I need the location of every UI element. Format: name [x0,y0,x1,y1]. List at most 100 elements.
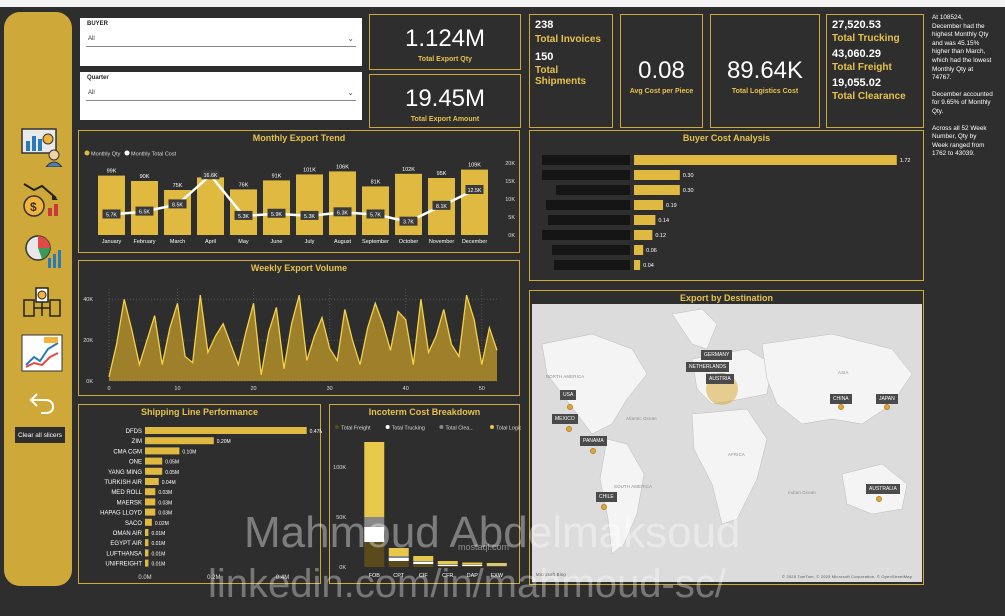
bar-label: 0.47M [310,429,322,435]
buyer-slicer[interactable]: BUYER All ⌄ [80,18,362,66]
map-dot-china[interactable] [838,404,844,410]
map-dot-australia[interactable] [876,496,882,502]
incoterm-segment [364,442,385,517]
invoices-label: Total Invoices [535,34,601,45]
shipping-line-chart: DFDS 0.47M ZIM 0.20M CMA CGM 0.10M ONE 0.05M YAN… [100,427,322,581]
incoterm-segment [388,548,409,556]
incoterm-tick: CFR [442,573,453,579]
legend-label: Total Trucking [392,425,425,431]
buyer-dropdown[interactable]: All ⌄ [86,34,356,47]
map-dot-mexico[interactable] [566,426,572,432]
line-chart-icon[interactable] [19,330,65,376]
shipping-bar [145,447,180,455]
map-dot-panama[interactable] [590,448,596,454]
incoterm-segment [486,565,507,566]
shipping-line-label: ZIM [132,439,142,445]
map-dot-usa[interactable] [567,404,573,410]
shipping-bar [145,529,149,536]
shipping-bar [145,508,156,516]
shipping-line-label: DFDS [126,429,142,435]
bar-label: 0.04 [643,263,654,269]
bar-label: 1.72 [900,158,911,164]
country-label: AUSTRIA [706,374,734,384]
shipping-line-label: ONE [129,460,142,466]
month-bar [263,180,290,235]
incoterm-segment [486,563,507,565]
incoterm-segment [437,565,458,566]
cost-money-icon[interactable]: $ [19,175,65,221]
country-label: CHINA [830,394,852,404]
buyer-cost-chart: 1.72 0.30 0.30 0.19 0.14 0.12 0.06 0.04 [542,155,911,270]
quarter-slicer[interactable]: Quarter All ⌄ [80,72,362,120]
shipping-line-panel: Shipping Line Performance DFDS 0.47M ZIM 0.… [78,404,322,584]
bar-label: 109K [468,163,481,169]
bar-label: 0.03M [158,490,172,496]
clear-slicers-button[interactable]: Clear all slicers [14,426,66,444]
incoterm-segment [364,542,385,567]
kpi-avg-cost: 0.08 Avg Cost per Piece [620,14,703,128]
dashboard-analytics-icon[interactable] [19,124,65,170]
incoterm-segment [437,561,458,564]
x-tick: 30 [327,386,333,392]
incoterm-panel: Incoterm Cost Breakdown Total Freight Tot… [329,404,521,584]
cost-label-bg [201,170,220,180]
map-dot-chile[interactable] [601,504,607,510]
kpi-total-export-amount: 19.45M Total Export Amount [369,74,521,128]
quarter-value: All [88,90,95,96]
cost-label-bg [300,210,319,220]
legend-label: Monthly Total Cost [131,152,177,158]
pie-analytics-icon[interactable] [19,227,65,273]
trucking-value: 27,520.53 [832,19,881,31]
legend-label: Monthly Qty [91,152,121,158]
trucking-label: Total Trucking [832,33,900,44]
map-attribution[interactable]: © 2025 TomTom, © 2025 Microsoft Corporat… [782,574,913,579]
cost-label-bg [465,185,484,194]
shipping-bar [145,488,156,496]
shipping-line-label: MAERSK [117,500,142,506]
month-tick: March [170,239,185,245]
x-tick: 50 [479,386,485,392]
monthly-trend-chart: Monthly Qty Monthly Total Cost 99K January 9… [84,150,515,245]
shipping-bar [145,559,149,567]
region-label: Indian Ocean [788,490,816,495]
country-label: USA [560,390,577,400]
y2-tick: 20K [505,161,515,167]
y-tick: 40K [83,297,93,303]
country-label: CHILE [596,492,617,502]
incoterm-chart: Total Freight Total Trucking Total Clea...… [333,425,521,579]
incoterm-segment [437,564,458,565]
month-tick: October [399,239,419,245]
y-tick: 100K [333,465,346,471]
freight-value: 43,060.29 [832,48,881,60]
cost-label-bg [135,206,154,216]
cost-label-bg [333,207,352,217]
shipping-bar [145,498,156,506]
bar-label: 102K [402,167,415,173]
y2-tick: 0K [508,233,515,239]
country-label: NETHERLANDS [686,362,730,372]
chevron-down-icon[interactable]: ⌄ [347,88,354,97]
buyer-slicer-label: BUYER [87,21,109,27]
monthly-trend-title: Monthly Export Trend [252,133,346,143]
freight-label: Total Freight [832,62,892,73]
incoterm-segment [364,517,385,527]
map-dot-japan[interactable] [884,404,890,410]
sidebar: $ [4,12,72,586]
incoterm-segment [413,556,434,561]
chevron-down-icon[interactable]: ⌄ [347,34,354,43]
shipping-line-label: EGYPT AIR [110,541,142,547]
buyer-bar [634,200,664,210]
shipping-logistics-icon[interactable] [19,279,65,325]
legend-marker [490,425,494,429]
smart-narrative: At 108524, December had the highest Mont… [932,14,994,244]
back-arrow-icon[interactable] [19,378,65,424]
bar-label: 0.04M [162,480,176,486]
world-map[interactable]: NORTH AMERICA SOUTH AMERICA EUROPE ASIA … [532,304,922,582]
cost-label-bg [399,216,418,226]
kpi-logistics: 89.64K Total Logistics Cost [710,14,820,128]
buyer-label-redacted [552,245,630,255]
bar-label: 91K [272,173,282,179]
quarter-dropdown[interactable]: All ⌄ [86,88,356,101]
legend-marker [335,425,339,429]
